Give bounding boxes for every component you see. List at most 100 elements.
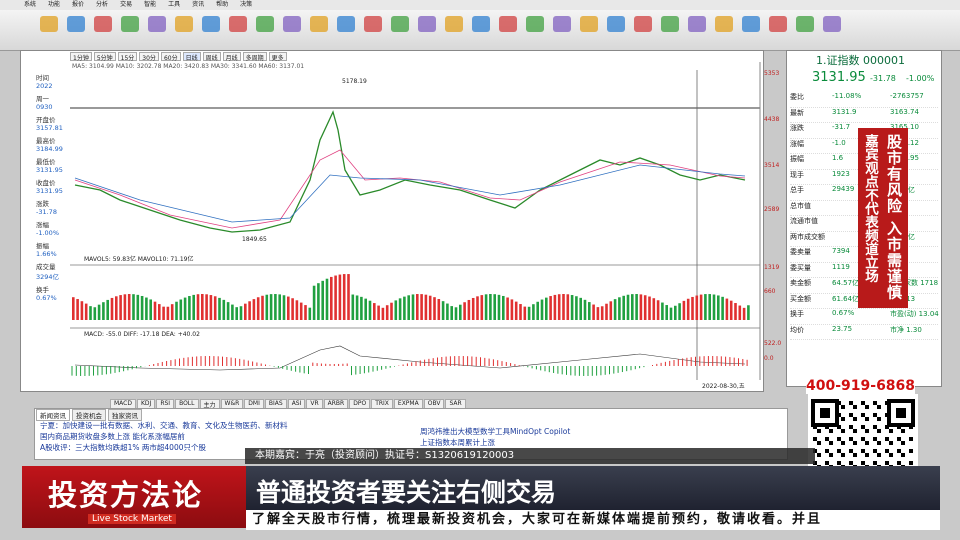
tool-icon[interactable] — [715, 16, 733, 32]
period-tab[interactable]: 15分 — [117, 52, 138, 62]
tool-icon[interactable] — [94, 16, 112, 32]
period-tab[interactable]: 60分 — [160, 52, 181, 62]
qr-module — [829, 429, 833, 433]
quote-value: 1.6 — [832, 154, 844, 162]
axis-label: 2589 — [764, 206, 780, 213]
volume-bar — [489, 294, 492, 320]
tool-icon[interactable] — [337, 16, 355, 32]
qr-module — [849, 413, 853, 417]
news-tab[interactable]: 新闻资讯 — [36, 409, 70, 421]
qr-module — [865, 405, 869, 409]
volume-bar — [497, 294, 501, 320]
period-tab[interactable]: 1分钟 — [70, 52, 92, 62]
news-item[interactable]: 周鸿祎推出大模型数学工具MindOpt Copilot — [420, 427, 571, 436]
volume-bar — [334, 275, 337, 320]
tool-icon[interactable] — [256, 16, 274, 32]
qr-module — [825, 461, 829, 465]
tool-icon[interactable] — [661, 16, 679, 32]
tool-icon[interactable] — [202, 16, 220, 32]
news-tab[interactable]: 投资机会 — [72, 409, 106, 421]
volume-bar — [317, 283, 320, 320]
news-tab[interactable]: 独家资讯 — [108, 409, 142, 421]
period-tab[interactable]: 5分钟 — [93, 52, 116, 62]
news-list: 宁夏：加快建设一批有数据、水利、交通、教育、文化及生物医药、新材料 国内商品期货收… — [40, 420, 380, 453]
volume-bar — [631, 294, 634, 320]
tool-icon[interactable] — [175, 16, 193, 32]
tool-icon[interactable] — [472, 16, 490, 32]
volume-bar — [704, 294, 707, 320]
menu-item: 报价 — [72, 1, 85, 8]
tool-icon[interactable] — [499, 16, 517, 32]
news-item[interactable]: 上证指数本周累计上涨 — [420, 438, 495, 447]
info-label: 时间 — [36, 74, 49, 82]
tool-icon[interactable] — [742, 16, 760, 32]
tool-icon[interactable] — [526, 16, 544, 32]
tool-icon[interactable] — [310, 16, 328, 32]
tool-icon[interactable] — [391, 16, 409, 32]
volume-bar — [510, 299, 514, 320]
quote-row: 委比 -11.08% -2763757 — [790, 92, 938, 108]
tool-icon[interactable] — [634, 16, 652, 32]
volume-bar — [140, 295, 144, 320]
menu-item: 决策 — [240, 1, 253, 8]
show-name-en: Live Stock Market — [88, 514, 176, 524]
volume-bar — [312, 285, 316, 320]
volume-bar — [196, 294, 200, 320]
volume-bar — [665, 305, 668, 320]
period-tab[interactable]: 月线 — [222, 52, 241, 62]
tool-icon[interactable] — [148, 16, 166, 32]
volume-bar — [734, 303, 737, 320]
tool-icon[interactable] — [40, 16, 58, 32]
qr-module — [909, 461, 913, 465]
tool-icon[interactable] — [580, 16, 598, 32]
news-item[interactable]: A股收评：三大指数均跌超1% 两市超4000只个股 — [40, 443, 206, 452]
news-item[interactable]: 宁夏：加快建设一批有数据、水利、交通、教育、文化及生物医药、新材料 — [40, 421, 288, 430]
quote-change: -31.78 — [870, 74, 896, 83]
tool-icon[interactable] — [445, 16, 463, 32]
tool-icon[interactable] — [823, 16, 841, 32]
tool-icon[interactable] — [796, 16, 814, 32]
period-tab[interactable]: 日线 — [182, 52, 201, 62]
period-tab[interactable]: 多周期 — [242, 52, 267, 62]
period-tabs: 1分钟 5分钟 15分 30分 60分 日线 周线 月线 多周期 更多 — [70, 52, 287, 62]
quote-value: 61.64亿 — [832, 294, 860, 303]
period-tab[interactable]: 30分 — [139, 52, 159, 62]
tool-icon[interactable] — [121, 16, 139, 32]
qr-module — [873, 437, 877, 441]
tool-icon[interactable] — [67, 16, 85, 32]
tool-icon[interactable] — [364, 16, 382, 32]
qr-module — [877, 417, 881, 421]
tool-icon[interactable] — [283, 16, 301, 32]
qr-module — [901, 429, 905, 433]
volume-bar — [201, 294, 204, 320]
volume-bar — [287, 296, 290, 320]
macd-bars — [71, 356, 748, 376]
volume-bar — [549, 296, 552, 320]
menu-item: 系统 — [24, 1, 37, 8]
tool-icon[interactable] — [418, 16, 436, 32]
qr-module — [825, 449, 829, 453]
tool-icon[interactable] — [229, 16, 247, 32]
qr-module — [829, 453, 833, 457]
qr-module — [861, 437, 865, 441]
axis-label: 4438 — [764, 116, 780, 123]
tool-icon[interactable] — [769, 16, 787, 32]
menu-bar: 系统 功能 报价 分析 交易 智能 工具 资讯 帮助 决策 — [0, 0, 960, 10]
volume-bar — [695, 295, 699, 320]
news-item[interactable]: 国内商品期货收盘多数上涨 能化系涨幅居前 — [40, 432, 185, 441]
menu-item: 帮助 — [216, 1, 229, 8]
tool-icon[interactable] — [688, 16, 706, 32]
volume-bar — [330, 276, 333, 320]
volume-bar — [256, 297, 260, 320]
volume-bar — [471, 297, 475, 320]
tool-icon[interactable] — [553, 16, 571, 32]
tool-icon[interactable] — [607, 16, 625, 32]
volume-bar — [394, 300, 398, 320]
volume-bar — [149, 299, 152, 320]
volume-bar — [153, 301, 157, 320]
volume-bar — [686, 298, 690, 320]
qr-module — [813, 449, 817, 453]
period-tab[interactable]: 周线 — [202, 52, 221, 62]
ticker-bar: 了解全天股市行情，梳理最新投资机会，大家可在新媒体端提前预约，敬请收看。并且 — [246, 510, 940, 530]
period-tab[interactable]: 更多 — [268, 52, 287, 62]
